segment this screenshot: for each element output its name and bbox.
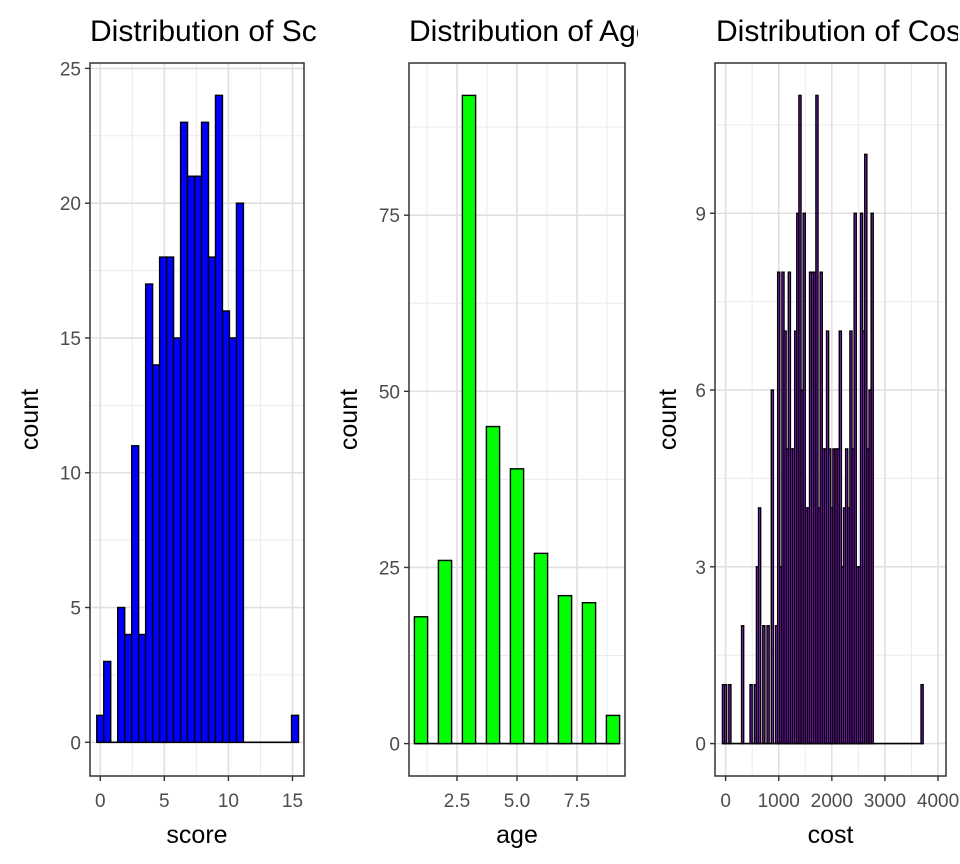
histogram-bar [485,425,501,745]
chart-panel-1: Distribution of Score 0 5 10 15 20 25 0 5 10 15 sco… [16,15,360,849]
histogram-bar [740,625,745,745]
histogram-bar [123,633,133,744]
chart-panel-2: Distribution of Age 0 25 50 75 2.5 5.0 7.5 age co… [335,15,652,849]
histogram-bar [207,256,217,744]
histogram-bar [461,94,477,745]
histogram-bar [130,445,140,744]
histogram-bar [723,683,728,745]
histogram-bar [437,559,453,745]
y-axis-label: count [654,389,682,450]
histogram-bar [766,625,770,745]
y-tick-label: 0 [695,735,706,756]
panel-border [89,62,305,777]
histogram-bar [853,212,857,745]
y-tick-label: 3 [695,558,706,579]
histogram-bar [144,283,154,744]
histogram-bar [509,468,525,745]
histogram-bar [413,616,429,745]
x-tick-label: 4000 [917,791,959,812]
y-tick-label: 75 [379,206,400,227]
histogram-bar [770,389,775,745]
histogram-bar [728,683,732,745]
histogram-bar [221,310,231,744]
y-tick-label: 0 [70,733,81,754]
y-tick-label: 25 [379,558,400,579]
y-tick-label: 9 [695,204,706,225]
y-axis-label: count [335,389,363,450]
x-tick-label: 3000 [864,791,906,812]
y-axis-label: count [16,389,44,450]
y-tick-label: 0 [389,735,400,756]
histogram-bar [870,212,874,745]
histogram-bar [186,175,196,744]
x-axis-label: cost [808,821,854,849]
bars [96,94,300,744]
x-tick-label: 7.5 [564,791,590,812]
histogram-bar [762,625,766,745]
x-tick-label: 15 [282,791,303,812]
histogram-bar [235,202,245,744]
y-tick-label: 5 [70,599,81,620]
histogram-bar [533,552,549,745]
histogram-bar [802,212,806,745]
histogram-bar [200,121,210,744]
histogram-bar [151,364,161,744]
x-tick-label: 5 [159,791,170,812]
y-tick-label: 15 [60,329,81,350]
y-tick-label: 10 [60,464,81,485]
x-tick-label: 10 [218,791,239,812]
histogram-bar [96,714,105,744]
histogram-bar [581,601,597,745]
histogram-bar [776,271,781,745]
histogram-bar [757,507,762,745]
histogram-bar [158,256,168,744]
chart-title: Distribution of Age [409,15,652,48]
histogram-bar [117,606,126,744]
x-tick-label: 2.5 [444,791,470,812]
x-axis-label: age [496,821,538,849]
chart-title: Distribution of Score [90,15,360,48]
y-tick-label: 20 [60,194,81,215]
histogram-bar [193,175,203,744]
histogram-bar [214,94,224,744]
histogram-bar [749,683,753,745]
histogram-bar [172,337,182,744]
panel-border [714,62,947,777]
histogram-bar [165,256,175,744]
x-tick-label: 5.0 [504,791,530,812]
y-tick-label: 50 [379,382,400,403]
histogram-bar [179,121,189,744]
histogram-bar [290,714,300,744]
histogram-bar [557,594,573,745]
x-tick-label: 0 [95,791,106,812]
histogram-bar [228,337,238,744]
x-tick-label: 2000 [811,791,853,812]
chart-panel-3: Distribution of Cost 0 3 6 9 0 1000 2000 3000 400… [654,15,960,849]
histogram-bar [815,94,819,745]
histogram-bar [838,330,843,745]
x-tick-label: 1000 [758,791,800,812]
y-tick-label: 25 [60,59,81,80]
histogram-bar [137,633,147,744]
bars [721,94,924,745]
bars [413,94,621,745]
chart-title: Distribution of Cost [716,15,960,48]
histogram-bar [920,683,924,745]
x-axis-label: score [166,821,227,849]
histogram-bar [605,714,621,745]
y-tick-label: 6 [695,381,706,402]
x-tick-label: 0 [720,791,731,812]
histogram-bar [103,660,112,744]
